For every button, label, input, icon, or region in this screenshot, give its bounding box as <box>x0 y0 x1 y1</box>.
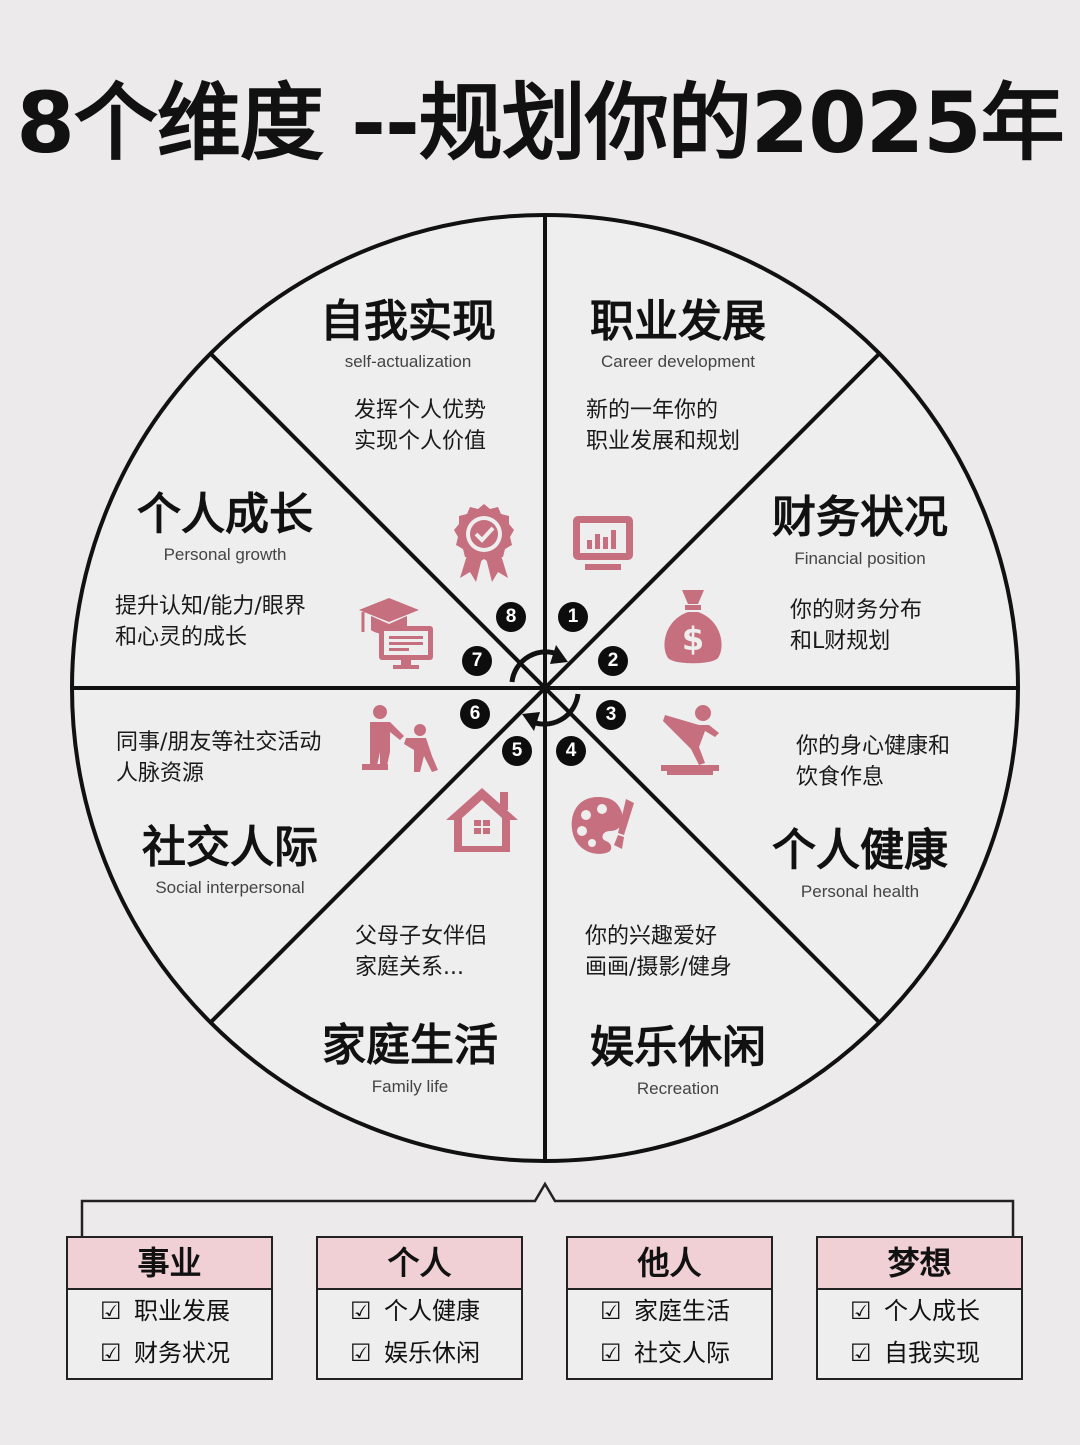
monitor-chart-icon <box>573 516 633 570</box>
number-badge-8: 8 <box>496 602 526 632</box>
checkbox-icon: ☑ <box>350 1297 372 1325</box>
cycle-arrows-icon <box>509 649 581 727</box>
segment-4-subtitle: Recreation <box>636 1079 720 1098</box>
segment-3-desc: 你的身心健康和 饮食作息 <box>796 734 951 790</box>
checkbox-icon: ☑ <box>850 1297 872 1325</box>
arrow-head-bottom <box>522 712 540 731</box>
category-title: 他人 <box>568 1238 771 1290</box>
category-item: ☑ 娱乐休闲 <box>318 1332 521 1374</box>
graduation-icon <box>359 598 433 669</box>
number-badge-7: 7 <box>462 646 492 676</box>
checkbox-icon: ☑ <box>350 1339 372 1367</box>
segment-1-subtitle: Career development <box>600 352 756 371</box>
segment-7-desc: 提升认知/能力/眼界 和心灵的成长 <box>115 594 306 650</box>
segment-3-title: 个人健康 <box>772 825 948 876</box>
segment-2-subtitle: Financial position <box>794 549 926 568</box>
segment-7-subtitle: Personal growth <box>163 545 287 564</box>
segment-5-title: 家庭生活 <box>322 1020 498 1071</box>
category-title: 事业 <box>68 1238 271 1290</box>
segment-3-subtitle: Personal health <box>800 882 920 901</box>
category-item: ☑ 自我实现 <box>818 1332 1021 1374</box>
checkbox-icon: ☑ <box>100 1339 122 1367</box>
number-badge-5: 5 <box>502 736 532 766</box>
segment-1-desc: 新的一年你的 职业发展和规划 <box>586 398 741 454</box>
number-badge-2: 2 <box>598 646 628 676</box>
category-item: ☑ 职业发展 <box>68 1290 271 1332</box>
house-icon <box>446 788 518 852</box>
segment-4-title: 娱乐休闲 <box>590 1022 766 1073</box>
segment-5-subtitle: Family life <box>371 1077 449 1096</box>
category-item: ☑ 社交人际 <box>568 1332 771 1374</box>
number-badge-6: 6 <box>460 699 490 729</box>
segment-2-title: 财务状况 <box>772 492 948 543</box>
category-title: 梦想 <box>818 1238 1021 1290</box>
svg-text:$: $ <box>682 620 704 658</box>
segment-6-title: 社交人际 <box>142 822 318 873</box>
checkbox-icon: ☑ <box>600 1339 622 1367</box>
segment-2-desc: 你的财务分布 和L财规划 <box>790 598 923 654</box>
category-box-dreams: 梦想 ☑ 个人成长 ☑ 自我实现 <box>816 1236 1023 1380</box>
palette-icon <box>571 797 634 854</box>
page-title: 8个维度 --规划你的2025年 <box>16 74 1064 172</box>
wheel-dividers <box>72 215 1018 1161</box>
segment-5-desc: 父母子女伴侣 家庭关系... <box>355 924 488 980</box>
money-bag-icon: $ <box>664 590 722 664</box>
exercise-icon <box>661 705 719 775</box>
segment-8-subtitle: self-actualization <box>344 352 472 371</box>
segment-8-title: 自我实现 <box>320 296 496 347</box>
checkbox-icon: ☑ <box>850 1339 872 1367</box>
category-title: 个人 <box>318 1238 521 1290</box>
segment-7-title: 个人成长 <box>137 489 313 540</box>
badge-icon <box>454 504 514 582</box>
category-item: ☑ 家庭生活 <box>568 1290 771 1332</box>
segment-4-desc: 你的兴趣爱好 画画/摄影/健身 <box>585 924 732 980</box>
segment-6-desc: 同事/朋友等社交活动 人脉资源 <box>116 730 322 786</box>
segment-8-desc: 发挥个人优势 实现个人价值 <box>354 398 487 454</box>
checkbox-icon: ☑ <box>100 1297 122 1325</box>
category-box-personal: 个人 ☑ 个人健康 ☑ 娱乐休闲 <box>316 1236 523 1380</box>
number-badge-4: 4 <box>556 736 586 766</box>
people-icon <box>362 705 438 772</box>
category-box-career: 事业 ☑ 职业发展 ☑ 财务状况 <box>66 1236 273 1380</box>
number-badge-1: 1 <box>558 602 588 632</box>
category-item: ☑ 个人成长 <box>818 1290 1021 1332</box>
number-badge-3: 3 <box>596 700 626 730</box>
arrow-head-top <box>550 645 568 664</box>
segment-6-subtitle: Social interpersonal <box>155 878 305 897</box>
category-box-others: 他人 ☑ 家庭生活 ☑ 社交人际 <box>566 1236 773 1380</box>
category-item: ☑ 个人健康 <box>318 1290 521 1332</box>
segment-1-title: 职业发展 <box>590 296 766 347</box>
category-item: ☑ 财务状况 <box>68 1332 271 1374</box>
checkbox-icon: ☑ <box>600 1297 622 1325</box>
